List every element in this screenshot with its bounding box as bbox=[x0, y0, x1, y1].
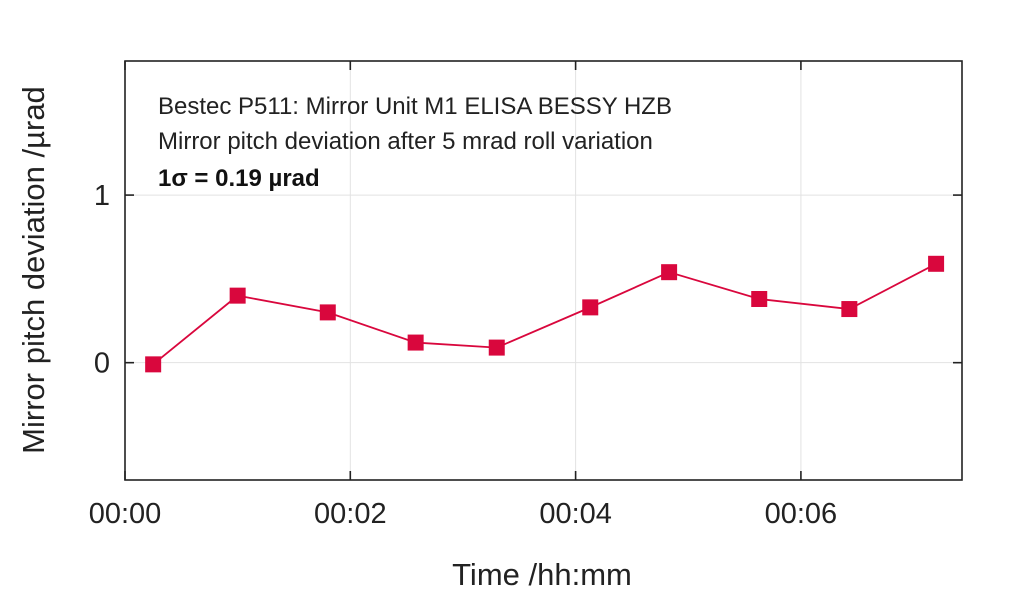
axis-ticks bbox=[124, 61, 962, 480]
annotation-line-2: Mirror pitch deviation after 5 mrad roll… bbox=[158, 128, 653, 155]
y-tick-label-1: 1 bbox=[94, 180, 110, 212]
y-axis-title: Mirror pitch deviation /µrad bbox=[16, 86, 51, 454]
data-point-9 bbox=[928, 255, 945, 272]
data-point-2 bbox=[319, 304, 336, 321]
annotation-line-1: Bestec P511: Mirror Unit M1 ELISA BESSY … bbox=[158, 93, 672, 120]
x-tick-label-2: 00:04 bbox=[539, 498, 612, 530]
x-axis-title: Time /hh:mm bbox=[452, 557, 632, 592]
data-point-5 bbox=[582, 299, 599, 316]
data-series bbox=[145, 255, 945, 373]
data-point-6 bbox=[661, 264, 678, 281]
y-tick-label-0: 0 bbox=[94, 348, 110, 380]
data-point-0 bbox=[145, 356, 162, 373]
grid-lines bbox=[124, 61, 962, 480]
tick-labels: 00:00 00:02 00:04 00:06 0 1 bbox=[89, 180, 837, 530]
series-line-0 bbox=[152, 262, 937, 366]
data-point-3 bbox=[407, 334, 424, 351]
data-point-8 bbox=[841, 301, 858, 318]
data-point-7 bbox=[751, 290, 768, 307]
plot-frame bbox=[124, 60, 963, 481]
data-point-1 bbox=[229, 287, 246, 304]
x-tick-label-3: 00:06 bbox=[765, 498, 838, 530]
annotation-sigma: 1σ = 0.19 µrad bbox=[158, 165, 320, 192]
data-point-4 bbox=[488, 339, 505, 356]
x-tick-label-1: 00:02 bbox=[314, 498, 387, 530]
x-tick-label-0: 00:00 bbox=[89, 498, 162, 530]
